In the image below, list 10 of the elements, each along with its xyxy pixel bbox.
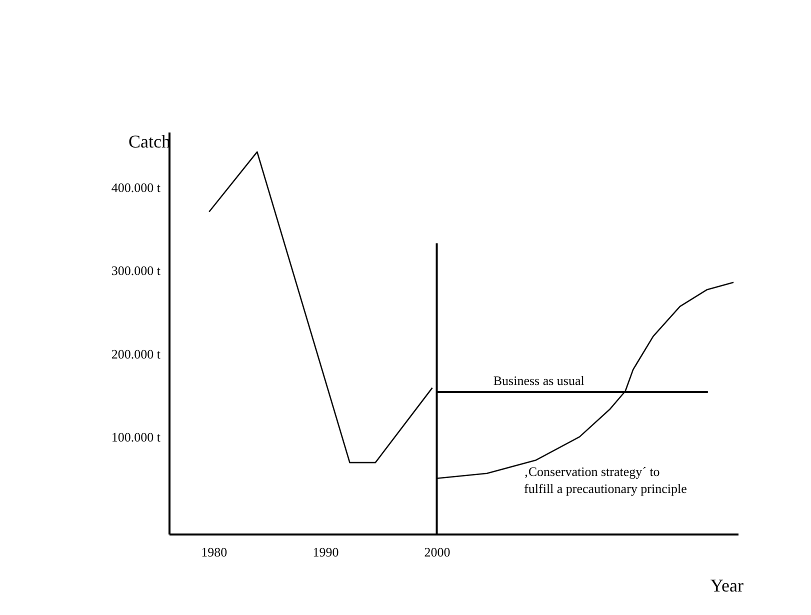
- series-label: ‚Conservation strategy´ to fulfill a precautionary principle: [524, 464, 688, 496]
- x-tick-label: 1980: [201, 544, 228, 560]
- y-tick-label: 200.000 t: [111, 346, 161, 362]
- x-tick-label: 1990: [312, 544, 339, 560]
- y-tick-label: 400.000 t: [111, 180, 161, 196]
- series-label: Business as usual: [493, 372, 585, 388]
- x-tick-label: 2000: [424, 544, 450, 560]
- y-tick-label: 100.000 t: [111, 429, 161, 444]
- x-axis-title: Year: [710, 576, 744, 596]
- y-tick-label: 300.000 t: [111, 263, 161, 278]
